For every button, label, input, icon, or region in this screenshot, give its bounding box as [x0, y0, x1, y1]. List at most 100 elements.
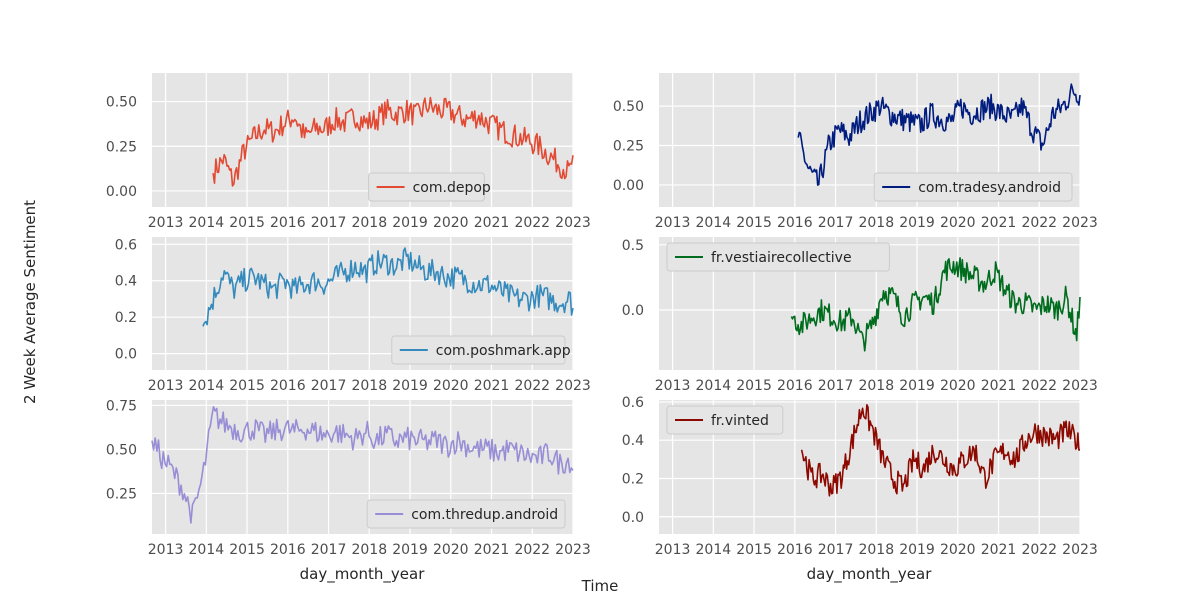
x-tick-label: 2023 [555, 215, 591, 231]
x-tick-label: 2016 [777, 215, 813, 231]
x-tick-label: 2015 [229, 215, 265, 231]
series-line-com.tradesy.android [797, 83, 1081, 186]
legend: com.depop [368, 172, 491, 202]
figure-xlabel: Time [581, 577, 619, 595]
x-tick-label: 2020 [433, 542, 469, 558]
x-tick-label: 2014 [696, 378, 732, 394]
x-tick-label: 2021 [981, 542, 1017, 558]
legend-label: fr.vinted [711, 413, 769, 429]
x-tick-label: 2023 [555, 542, 591, 558]
x-tick-label: 2013 [655, 542, 691, 558]
subplot-grid: 2013 2014 2015 2016 2017 2018 2019 2020 2021 2022… [106, 73, 1098, 558]
x-tick-label: 2022 [1021, 378, 1057, 394]
subplot-6: 2013 2014 2015 2016 2017 2018 2019 2020 2021 2022… [622, 395, 1098, 558]
x-tick-label: 2021 [474, 378, 510, 394]
x-tick-label: 2018 [351, 378, 387, 394]
x-tick-label: 2020 [940, 215, 976, 231]
x-tick-label: 2013 [148, 542, 184, 558]
y-tick-label: 0.6 [115, 237, 137, 253]
x-tick-label: 2019 [899, 542, 935, 558]
legend-box [368, 172, 485, 202]
x-tick-label: 2019 [392, 378, 428, 394]
series-line-com.poshmark.app [202, 247, 574, 327]
x-tick-label: 2013 [148, 378, 184, 394]
x-tick-label: 2023 [1062, 215, 1098, 231]
x-tick-label: 2018 [351, 215, 387, 231]
y-tick-label: 0.0 [622, 303, 644, 319]
x-tick-label: 2013 [655, 215, 691, 231]
y-tick-label: 0.50 [106, 442, 137, 458]
legend-box [666, 405, 784, 435]
legend-box [666, 242, 890, 272]
x-tick-label: 2020 [940, 542, 976, 558]
subplot-3: 2013 2014 2015 2016 2017 2018 2019 2020 2021 2022… [115, 237, 591, 394]
y-tick-label: 0.6 [622, 395, 644, 411]
y-tick-label: 0.0 [622, 510, 644, 526]
y-tick-label: 0.0 [115, 347, 137, 363]
legend: fr.vestiairecollective [666, 242, 890, 272]
x-tick-label: 2023 [555, 378, 591, 394]
x-tick-label: 2014 [189, 378, 225, 394]
x-tick-label: 2014 [696, 215, 732, 231]
x-tick-label: 2016 [777, 378, 813, 394]
x-tick-label: 2014 [189, 215, 225, 231]
x-tick-label: 2021 [981, 378, 1017, 394]
y-tick-label: 0.25 [106, 486, 137, 502]
subplot-2: 2013 2014 2015 2016 2017 2018 2019 2020 2021 2022… [613, 73, 1098, 231]
legend: com.tradesy.android [873, 172, 1073, 202]
x-tick-label: 2015 [229, 378, 265, 394]
subplot-4: 2013 2014 2015 2016 2017 2018 2019 2020 2021 2022… [622, 237, 1098, 394]
series-line-fr.vinted [800, 403, 1081, 497]
x-tick-label: 2019 [899, 378, 935, 394]
legend: com.thredup.android [366, 499, 566, 529]
y-tick-label: 0.25 [613, 139, 644, 155]
x-tick-label: 2022 [514, 542, 550, 558]
subplot-1: 2013 2014 2015 2016 2017 2018 2019 2020 2021 2022… [106, 73, 591, 231]
x-tick-label: 2018 [351, 542, 387, 558]
x-tick-label: 2018 [858, 378, 894, 394]
x-tick-label: 2021 [474, 215, 510, 231]
left-column-xlabel: day_month_year [300, 565, 426, 584]
y-tick-label: 0.2 [622, 471, 644, 487]
x-tick-label: 2016 [270, 215, 306, 231]
x-tick-label: 2020 [433, 378, 469, 394]
legend: com.poshmark.app [391, 335, 571, 365]
x-tick-label: 2015 [736, 542, 772, 558]
x-tick-label: 2022 [1021, 215, 1057, 231]
x-tick-label: 2023 [1062, 542, 1098, 558]
x-tick-label: 2019 [392, 215, 428, 231]
series-line-com.thredup.android [151, 405, 574, 524]
y-tick-label: 0.50 [106, 95, 137, 111]
y-tick-label: 0.4 [115, 274, 137, 290]
x-tick-label: 2019 [899, 215, 935, 231]
legend-label: com.tradesy.android [918, 180, 1061, 196]
x-tick-label: 2017 [311, 542, 347, 558]
x-tick-label: 2017 [818, 215, 854, 231]
legend-box [873, 172, 1073, 202]
x-tick-label: 2015 [736, 215, 772, 231]
x-tick-label: 2014 [189, 542, 225, 558]
x-tick-label: 2015 [229, 542, 265, 558]
x-tick-label: 2016 [777, 542, 813, 558]
series-line-fr.vestiairecollective [790, 257, 1081, 352]
x-tick-label: 2020 [433, 215, 469, 231]
x-tick-label: 2017 [311, 215, 347, 231]
x-tick-label: 2014 [696, 542, 732, 558]
x-tick-label: 2013 [655, 378, 691, 394]
y-tick-label: 0.50 [613, 99, 644, 115]
legend-label: fr.vestiairecollective [711, 250, 852, 266]
x-tick-label: 2013 [148, 215, 184, 231]
x-tick-label: 2016 [270, 542, 306, 558]
plot-area [152, 73, 573, 207]
x-tick-label: 2017 [818, 378, 854, 394]
y-tick-label: 0.25 [106, 139, 137, 155]
x-tick-label: 2022 [1021, 542, 1057, 558]
y-tick-label: 0.5 [622, 238, 644, 254]
y-tick-label: 0.4 [622, 433, 644, 449]
legend-label: com.thredup.android [411, 507, 558, 523]
x-tick-label: 2022 [514, 378, 550, 394]
right-column-xlabel: day_month_year [807, 565, 933, 584]
y-tick-label: 0.2 [115, 310, 137, 326]
y-tick-label: 0.00 [106, 184, 137, 200]
